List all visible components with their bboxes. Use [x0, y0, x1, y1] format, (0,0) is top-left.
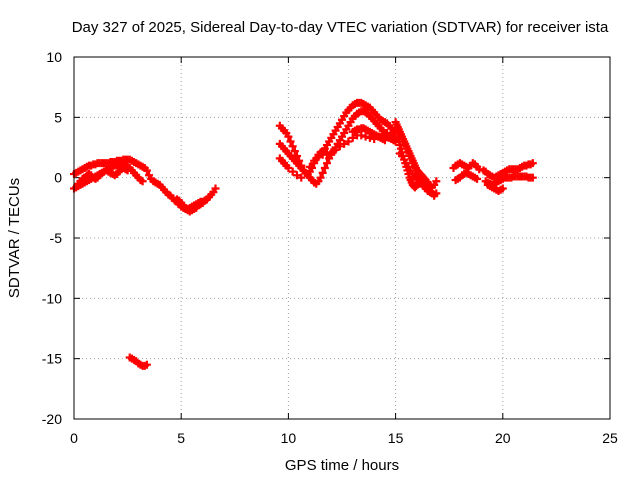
- data-point: [318, 150, 327, 159]
- data-point: [284, 132, 293, 141]
- x-tick-label: 10: [281, 430, 297, 446]
- data-point: [432, 177, 441, 186]
- data-point: [361, 132, 370, 141]
- data-point: [288, 142, 297, 151]
- chart-title: Day 327 of 2025, Sidereal Day-to-day VTE…: [72, 19, 609, 36]
- y-tick-label: 10: [46, 49, 62, 65]
- y-axis-label: SDTVAR / TECUs: [6, 178, 23, 298]
- data-point: [320, 164, 329, 173]
- data-point: [286, 137, 295, 146]
- data-points: [70, 98, 537, 370]
- data-point: [142, 360, 151, 369]
- data-point: [335, 142, 344, 151]
- x-axis-label: GPS time / hours: [285, 457, 399, 474]
- x-tick-label: 25: [602, 430, 618, 446]
- data-point: [344, 137, 353, 146]
- y-tick-label: -15: [42, 351, 62, 367]
- data-point: [380, 136, 389, 145]
- y-tick-label: -10: [42, 290, 62, 306]
- data-point: [357, 131, 366, 140]
- data-point: [340, 139, 349, 148]
- plot-border: [73, 56, 611, 420]
- data-point: [327, 148, 336, 157]
- data-point: [383, 129, 392, 138]
- data-point: [387, 131, 396, 140]
- data-point: [301, 168, 310, 177]
- y-ticks: 10 5 0 -5 -10 -15 -20: [42, 49, 610, 427]
- data-point: [290, 147, 299, 156]
- data-point: [473, 174, 482, 183]
- data-point: [310, 156, 319, 165]
- data-point: [292, 171, 301, 180]
- y-tick-label: 5: [54, 109, 62, 125]
- data-point: [322, 159, 331, 168]
- data-point: [211, 184, 220, 193]
- data-point: [430, 191, 439, 200]
- data-point: [305, 162, 314, 171]
- y-tick-label: 0: [54, 170, 62, 186]
- data-point: [316, 173, 325, 182]
- data-point: [318, 168, 327, 177]
- x-tick-label: 0: [70, 430, 78, 446]
- data-point: [284, 164, 293, 173]
- data-point: [297, 173, 306, 182]
- data-point: [202, 195, 211, 204]
- data-point: [138, 177, 147, 186]
- data-point: [123, 166, 132, 175]
- data-point: [322, 149, 331, 158]
- y-tick-label: -5: [50, 230, 63, 246]
- data-point: [288, 167, 297, 176]
- x-tick-label: 15: [388, 430, 404, 446]
- data-point: [528, 173, 537, 182]
- data-point: [314, 153, 323, 162]
- x-tick-label: 5: [177, 430, 185, 446]
- y-tick-label: -20: [42, 411, 62, 427]
- data-point: [142, 166, 151, 175]
- x-ticks: 0 5 10 15 20 25: [70, 57, 618, 446]
- data-point: [475, 165, 484, 174]
- data-point: [331, 145, 340, 154]
- data-point: [528, 159, 537, 168]
- data-point: [498, 184, 507, 193]
- x-tick-label: 20: [495, 430, 511, 446]
- grid: [74, 57, 610, 419]
